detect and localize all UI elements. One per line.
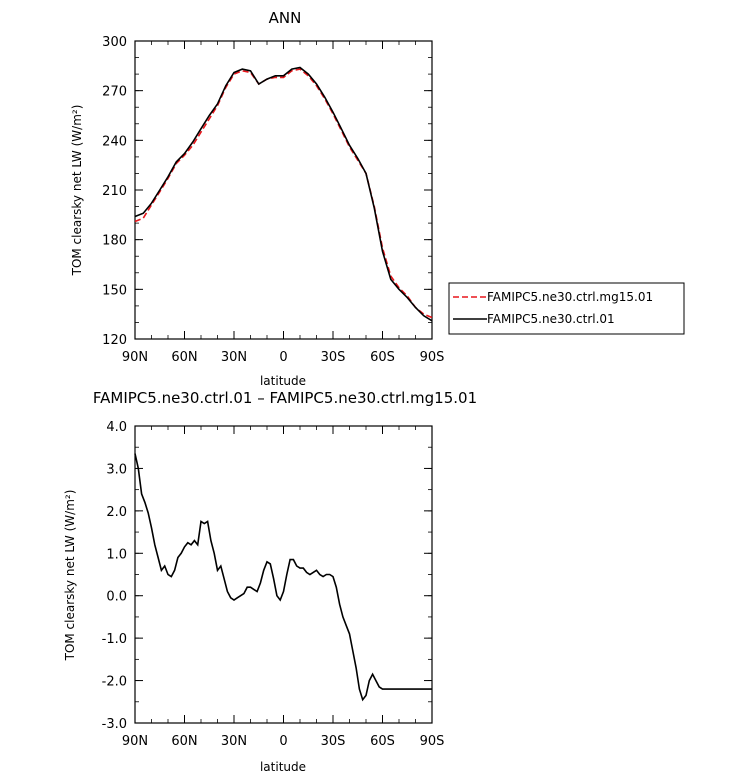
x-tick-label: 60N xyxy=(171,734,197,749)
y-tick-label: 1.0 xyxy=(106,547,127,562)
y-axis-label-top: TOM clearsky net LW (W/m²) xyxy=(70,105,84,277)
x-tick-label: 90S xyxy=(420,734,445,749)
chart-title-bottom: FAMIPC5.ne30.ctrl.01 – FAMIPC5.ne30.ctrl… xyxy=(93,389,477,407)
y-tick-label: 240 xyxy=(102,134,127,149)
y-tick-label: 0.0 xyxy=(106,590,127,605)
legend-box xyxy=(448,282,685,335)
x-tick-label: 60N xyxy=(171,350,197,365)
y-tick-label: 300 xyxy=(102,35,127,50)
y-tick-label: -3.0 xyxy=(102,717,127,732)
x-tick-label: 30S xyxy=(321,350,346,365)
series-line-0-1 xyxy=(134,66,433,322)
x-tick-label: 30N xyxy=(221,734,247,749)
y-tick-label: 270 xyxy=(102,85,127,100)
x-tick-label: 60S xyxy=(370,350,395,365)
series-line-0-0 xyxy=(134,68,433,319)
x-tick-label: 90N xyxy=(122,350,148,365)
legend-label-ctrl: FAMIPC5.ne30.ctrl.01 xyxy=(487,312,615,326)
y-tick-label: 2.0 xyxy=(106,505,127,520)
x-tick-label: 30S xyxy=(321,734,346,749)
y-tick-label: 120 xyxy=(102,333,127,348)
series-line-1-0 xyxy=(134,453,432,702)
x-tick-label: 60S xyxy=(370,734,395,749)
y-tick-label: 210 xyxy=(102,184,127,199)
x-axis-label-top: latitude xyxy=(260,374,306,388)
y-tick-label: 150 xyxy=(102,283,127,298)
y-tick-label: -1.0 xyxy=(102,632,127,647)
panel-top: ANN 120 150 180 210 240 270 300 90N 60N 30N 0 30S 6… xyxy=(70,9,444,388)
y-tick-label: -2.0 xyxy=(102,675,127,690)
x-tick-label: 0 xyxy=(279,734,287,749)
y-tick-label: 180 xyxy=(102,234,127,249)
plot-frame-bottom xyxy=(134,425,433,724)
x-tick-label: 90S xyxy=(420,350,445,365)
legend-label-mg15: FAMIPC5.ne30.ctrl.mg15.01 xyxy=(487,290,653,304)
x-tick-label: 0 xyxy=(279,350,287,365)
y-tick-label: 4.0 xyxy=(106,420,127,435)
x-tick-label: 30N xyxy=(221,350,247,365)
legend: FAMIPC5.ne30.ctrl.mg15.01 FAMIPC5.ne30.c… xyxy=(448,282,685,335)
x-axis-label-bottom: latitude xyxy=(260,760,306,774)
y-axis-label-bottom: TOM clearsky net LW (W/m²) xyxy=(63,490,77,662)
plot-frame-top xyxy=(134,40,433,340)
chart-title-top: ANN xyxy=(269,9,302,27)
y-tick-label: 3.0 xyxy=(106,462,127,477)
panel-bottom: FAMIPC5.ne30.ctrl.01 – FAMIPC5.ne30.ctrl… xyxy=(63,389,477,774)
x-tick-label: 90N xyxy=(122,734,148,749)
